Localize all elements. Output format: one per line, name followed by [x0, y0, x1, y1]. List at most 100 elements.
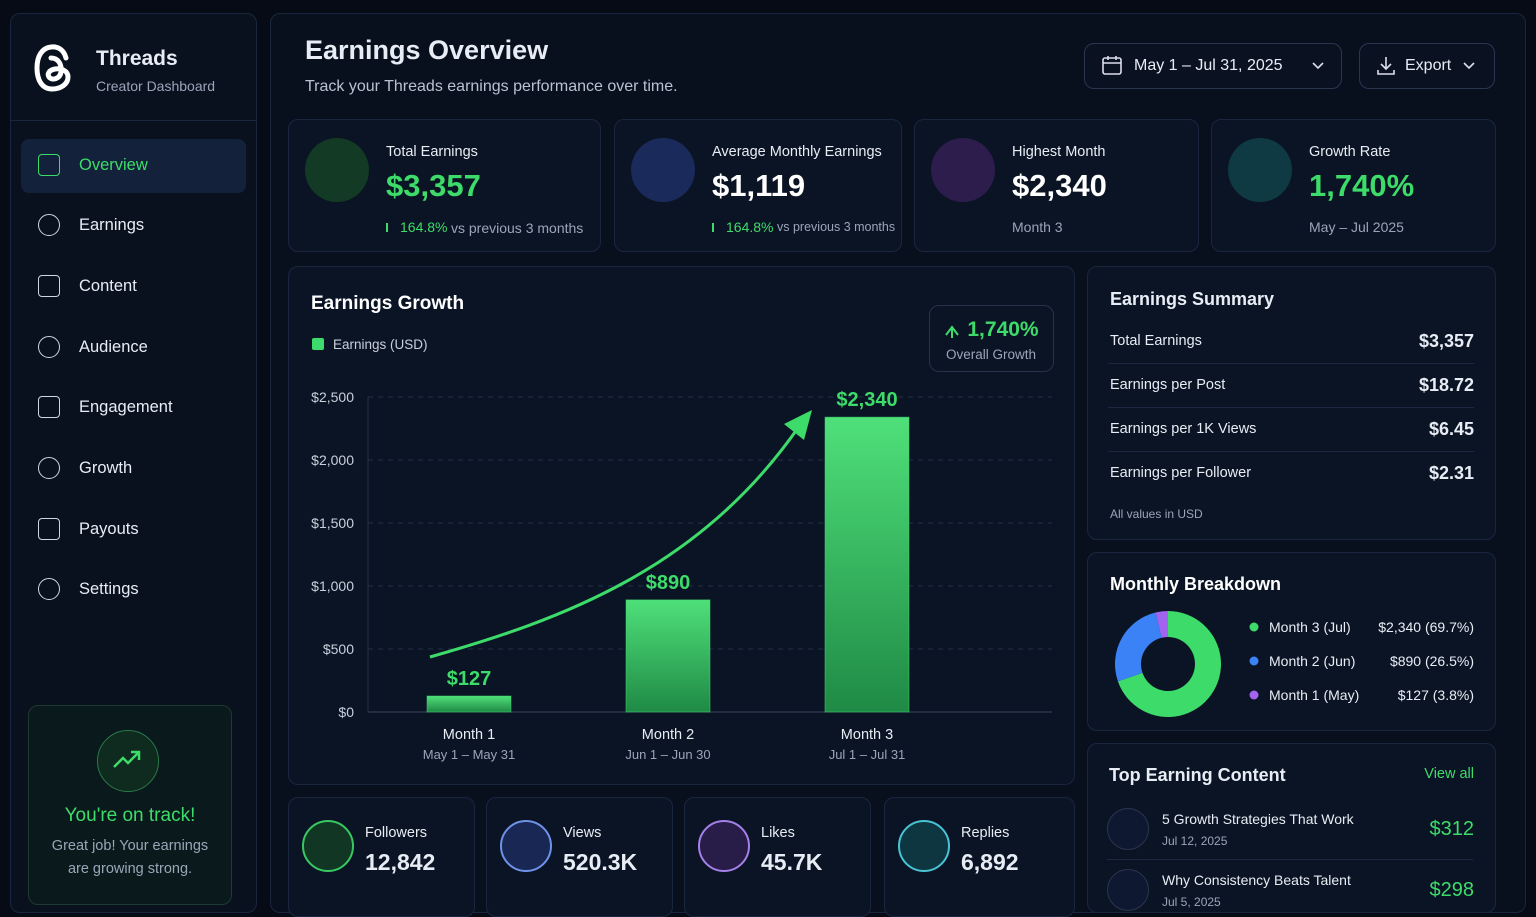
stat-icon [302, 820, 354, 872]
content-title[interactable]: Why Consistency Beats Talent [1162, 872, 1351, 888]
content-title[interactable]: 5 Growth Strategies That Work [1162, 811, 1354, 827]
content-amount: $312 [1429, 818, 1475, 840]
top-title: Top Earning Content [1109, 765, 1286, 785]
date-picker[interactable] [1084, 43, 1342, 89]
kpi-note: Month 3 [1012, 219, 1063, 235]
kpi-icon [305, 138, 369, 202]
kpi-label: Total Earnings [386, 144, 478, 160]
x-tick-label: Month 2 [642, 727, 694, 743]
nav-item[interactable]: Growth [79, 459, 133, 477]
value-label: $127 [447, 668, 492, 690]
y-tick-label: $2,000 [311, 452, 354, 468]
legend-dot [1249, 622, 1259, 632]
up-arrow [712, 223, 714, 232]
summary-label: Earnings per Post [1110, 377, 1226, 393]
stat-value: 12,842 [365, 849, 436, 875]
value-label: $127 (3.8%) [1398, 687, 1474, 703]
date-range[interactable]: May 1 – Jul 31, 2025 [1134, 57, 1283, 74]
summary-value: $6.45 [1428, 419, 1474, 439]
y-tick-label: $500 [323, 641, 354, 657]
kpi-label: Growth Rate [1309, 144, 1391, 160]
kpi-note: May – Jul 2025 [1309, 219, 1404, 235]
kpi-label: Highest Month [1012, 144, 1106, 160]
nav-item[interactable]: Content [79, 277, 137, 295]
nav-icon [38, 275, 60, 297]
kpi-label: Average Monthly Earnings [712, 144, 882, 160]
date-icons [1102, 56, 1324, 75]
growth-value: 1,740% [967, 318, 1039, 341]
stat-label: Followers [365, 825, 428, 841]
summary-card [1087, 266, 1496, 540]
bar [625, 599, 711, 713]
stat-value: 6,892 [961, 849, 1019, 875]
page-subtitle: Track your Threads earnings performance … [305, 78, 678, 95]
kpi-change: 164.8% [726, 219, 774, 235]
export-button[interactable] [1359, 43, 1495, 89]
legend-swatch [312, 338, 324, 350]
stat-label: Views [563, 825, 602, 841]
nav-icon [38, 518, 60, 540]
nav-item[interactable]: Audience [79, 338, 148, 356]
nav-item[interactable]: Overview [79, 156, 148, 174]
x-tick-label: Month 3 [841, 727, 893, 743]
export-icons [1377, 57, 1475, 75]
promo-icon [97, 730, 159, 792]
summary-title: Earnings Summary [1110, 289, 1275, 309]
summary-value: $2.31 [1428, 463, 1474, 483]
kpi-value: $1,119 [712, 168, 806, 203]
nav-item[interactable]: Payouts [79, 520, 139, 538]
nav-item[interactable]: Settings [79, 580, 139, 598]
x-tick-sublabel: Jun 1 – Jun 30 [625, 747, 710, 762]
nav-item[interactable]: Earnings [79, 216, 145, 234]
export-label[interactable]: Export [1405, 57, 1452, 74]
stat-icon [500, 820, 552, 872]
legend-label: Earnings (USD) [333, 337, 428, 352]
growth-badge [929, 305, 1054, 372]
stat-label: Likes [761, 825, 795, 841]
stat-card [288, 797, 475, 917]
kpi-icon [1228, 138, 1292, 202]
legend-label: Month 1 (May) [1269, 687, 1359, 703]
view-all[interactable]: View all [1424, 766, 1474, 782]
row-divider [1108, 363, 1474, 364]
kpi-value: $2,340 [1012, 168, 1107, 203]
bar [426, 695, 512, 713]
y-tick-label: $1,000 [311, 578, 354, 594]
row-divider [1108, 451, 1474, 452]
trend-icon [113, 750, 141, 768]
bar [824, 416, 910, 713]
summary-label: Total Earnings [1110, 333, 1202, 349]
nav-icon [38, 154, 60, 176]
summary-label: Earnings per 1K Views [1110, 421, 1257, 437]
row-divider [1108, 407, 1474, 408]
x-tick-sublabel: May 1 – May 31 [423, 747, 516, 762]
y-tick-label: $0 [338, 704, 354, 720]
content-amount: $298 [1429, 879, 1475, 901]
legend-label: Month 3 (Jul) [1269, 619, 1351, 635]
summary-value: $3,357 [1418, 331, 1474, 351]
pie-slice [1155, 611, 1168, 638]
summary-label: Earnings per Follower [1110, 465, 1252, 481]
nav-item[interactable]: Engagement [79, 398, 173, 416]
stat-value: 45.7K [761, 849, 823, 875]
logo [34, 44, 71, 92]
up-arrow [386, 223, 388, 232]
value-label: $2,340 [836, 389, 897, 411]
nav-active [21, 139, 246, 193]
kpi-icon [931, 138, 995, 202]
brand: Threads [96, 47, 178, 70]
value-label: $890 (26.5%) [1390, 653, 1474, 669]
nav-icon [38, 578, 60, 600]
legend-label: Month 2 (Jun) [1269, 653, 1355, 669]
summary-value: $18.72 [1418, 375, 1474, 395]
x-tick-sublabel: Jul 1 – Jul 31 [829, 747, 906, 762]
promo-title: You're on track! [64, 805, 196, 826]
nav-icon [38, 396, 60, 418]
content-date: Jul 12, 2025 [1162, 834, 1228, 848]
page-title: Earnings Overview [305, 35, 549, 65]
kpi-change: 164.8% [400, 219, 448, 235]
value-label: $890 [646, 572, 691, 594]
pie-slice [1117, 611, 1221, 718]
trend-arrow [429, 424, 802, 659]
kpi-icon [631, 138, 695, 202]
